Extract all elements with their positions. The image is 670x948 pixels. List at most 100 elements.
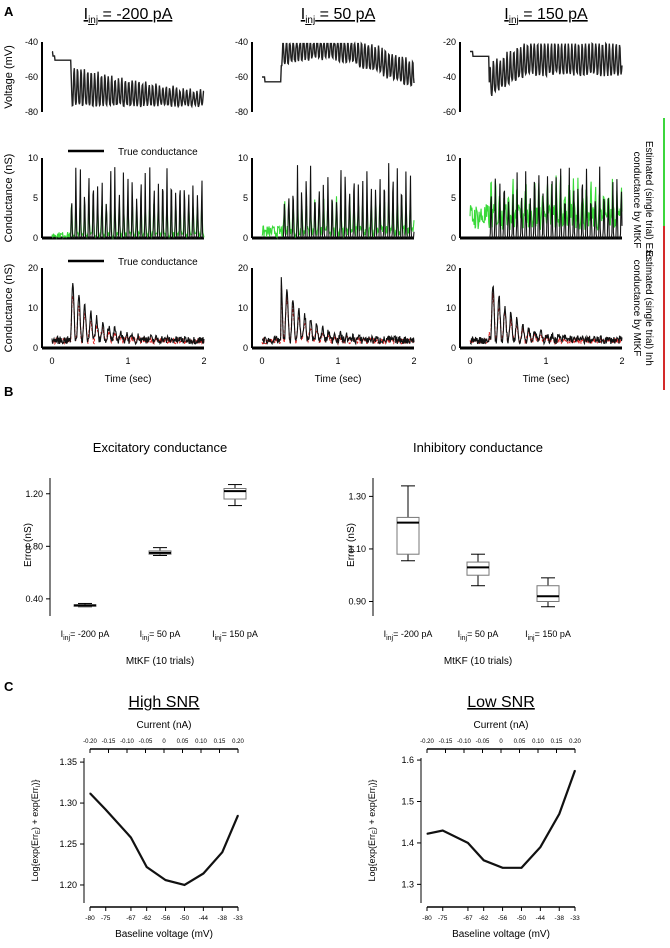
panel-c-top-tick: -0.15 xyxy=(102,739,116,745)
panel-c-top-xlabel: Current (nA) xyxy=(136,720,191,731)
panel-c-top-tick: 0 xyxy=(162,739,166,745)
panel-c-point xyxy=(574,769,576,772)
panel-c-ytick: 1.3 xyxy=(401,879,414,889)
panel-c-point xyxy=(237,814,239,816)
panel-c-ylabel: Log{exp(ErrE) + exp(ErrI)} xyxy=(30,780,42,882)
panel-b-box xyxy=(223,488,247,500)
panel-a-ytick: -60 xyxy=(235,72,248,82)
panel-label-a: A xyxy=(4,4,14,19)
panel-a-ytick: 0 xyxy=(451,233,456,243)
panel-b-ylabel: Error (nS) xyxy=(346,523,357,567)
panel-a-side-label-line2: conductance by MtKF xyxy=(631,152,642,249)
panel-a-true-trace xyxy=(262,163,415,239)
panel-c-bottom-tick: -44 xyxy=(536,915,546,922)
panel-a-xtick: 2 xyxy=(411,356,416,366)
panel-c-point xyxy=(442,829,444,832)
panel-c-bottom-tick: -67 xyxy=(463,915,473,922)
panel-c-ytick: 1.35 xyxy=(59,757,77,767)
panel-c-top-tick: -0.15 xyxy=(439,739,453,745)
panel-c-ytick: 1.30 xyxy=(59,798,77,808)
panel-a-xtick: 2 xyxy=(201,356,206,366)
panel-c-xlabel: Baseline voltage (mV) xyxy=(452,929,550,940)
panel-c-bottom-tick: -62 xyxy=(479,915,489,922)
panel-c-bottom-tick: -33 xyxy=(570,915,580,922)
panel-c-top-tick: 0 xyxy=(499,739,503,745)
panel-a-ytick: 20 xyxy=(238,263,248,273)
panel-b-group-label: Iinj= 50 pA xyxy=(458,629,499,642)
panel-a-column-title: Iinj = -200 pA xyxy=(84,6,173,26)
panel-a-legend-text: True conductance xyxy=(118,257,198,268)
panel-a-voltage-trace xyxy=(51,51,205,109)
panel-c-ytick: 1.6 xyxy=(401,755,414,765)
panel-c-point xyxy=(539,846,541,848)
panel-c-point xyxy=(130,836,132,839)
panel-c-top-tick: -0.20 xyxy=(420,739,434,745)
panel-c-point xyxy=(164,879,167,881)
panel-a-ytick: 5 xyxy=(243,193,248,203)
panel-c-bottom-tick: -75 xyxy=(101,915,111,922)
panel-c-top-tick: 0.10 xyxy=(532,739,544,745)
panel-a-side-label-line1: Estimated (single trial) Inh xyxy=(643,250,654,366)
panel-c-ytick: 1.20 xyxy=(59,880,77,890)
panel-c-point xyxy=(483,859,485,861)
panel-a-column-title: Iinj = 150 pA xyxy=(504,6,588,26)
panel-c-point xyxy=(105,809,107,811)
panel-a-xlabel: Time (sec) xyxy=(315,374,362,385)
panel-c-curve xyxy=(426,770,577,869)
panel-b-xlabel: MtKF (10 trials) xyxy=(444,656,512,667)
panel-b-box xyxy=(466,561,490,576)
panel-c-point xyxy=(426,833,428,835)
panel-a-ytick: 10 xyxy=(446,153,456,163)
panel-a-xtick: 1 xyxy=(335,356,340,366)
panel-label-c: C xyxy=(4,679,14,694)
panel-a-ylabel: Conductance (nS) xyxy=(3,264,15,353)
panel-c-ytick: 1.4 xyxy=(401,838,414,848)
panel-c-ytick: 1.5 xyxy=(401,797,414,807)
panel-b-ytick: 1.20 xyxy=(25,489,43,499)
panel-b-box xyxy=(396,516,420,555)
panel-a-ytick: 10 xyxy=(28,153,38,163)
panel-c-title: High SNR xyxy=(128,694,199,711)
panel-c-top-tick: -0.05 xyxy=(139,739,153,745)
panel-b-xlabel: MtKF (10 trials) xyxy=(126,656,194,667)
panel-a-xlabel: Time (sec) xyxy=(105,374,152,385)
panel-c-bottom-tick: -56 xyxy=(161,915,171,922)
panel-b-title: Excitatory conductance xyxy=(93,440,227,455)
panel-a-voltage-trace xyxy=(470,41,623,97)
panel-c-point xyxy=(520,867,523,869)
panel-a-ytick: 0 xyxy=(33,343,38,353)
panel-c-top-tick: -0.05 xyxy=(476,739,490,745)
panel-a-ytick: -80 xyxy=(235,107,248,117)
panel-a-true-trace xyxy=(52,167,204,239)
panel-a-xtick: 1 xyxy=(543,356,548,366)
panel-a-ytick: -60 xyxy=(443,107,456,117)
panel-c-bottom-tick: -80 xyxy=(85,915,95,922)
panel-c-bottom-tick: -44 xyxy=(199,915,209,922)
panel-c-point xyxy=(221,851,223,853)
panel-b-ytick: 0.40 xyxy=(25,594,43,604)
panel-a-ytick: -80 xyxy=(25,107,38,117)
panel-c-bottom-tick: -38 xyxy=(555,915,565,922)
panel-a-ytick: 0 xyxy=(451,343,456,353)
panel-c-top-tick: 0.10 xyxy=(195,739,207,745)
panel-c-top-tick: -0.10 xyxy=(457,739,471,745)
panel-a-xtick: 0 xyxy=(467,356,472,366)
panel-c-bottom-tick: -33 xyxy=(233,915,243,922)
panel-a-xlabel: Time (sec) xyxy=(523,374,570,385)
panel-c-point xyxy=(501,867,504,869)
panel-c-top-tick: 0.15 xyxy=(551,739,563,745)
panel-label-b: B xyxy=(4,384,13,399)
panel-a-side-label-line1: Estimated (single trial) Exc xyxy=(643,141,654,259)
panel-a-xtick: 0 xyxy=(49,356,54,366)
panel-b-ytick: 0.90 xyxy=(348,596,366,606)
panel-a-true-trace xyxy=(470,166,623,239)
panel-a-ytick: 10 xyxy=(28,303,38,313)
panel-a-xtick: 1 xyxy=(125,356,130,366)
panel-b-group-label: Iinj= -200 pA xyxy=(384,629,433,642)
panel-c-ytick: 1.25 xyxy=(59,839,77,849)
panel-a-column-title: Iinj = 50 pA xyxy=(301,6,376,26)
panel-c-bottom-tick: -50 xyxy=(180,915,190,922)
panel-c-point xyxy=(467,842,469,844)
panel-b-box xyxy=(536,585,560,602)
